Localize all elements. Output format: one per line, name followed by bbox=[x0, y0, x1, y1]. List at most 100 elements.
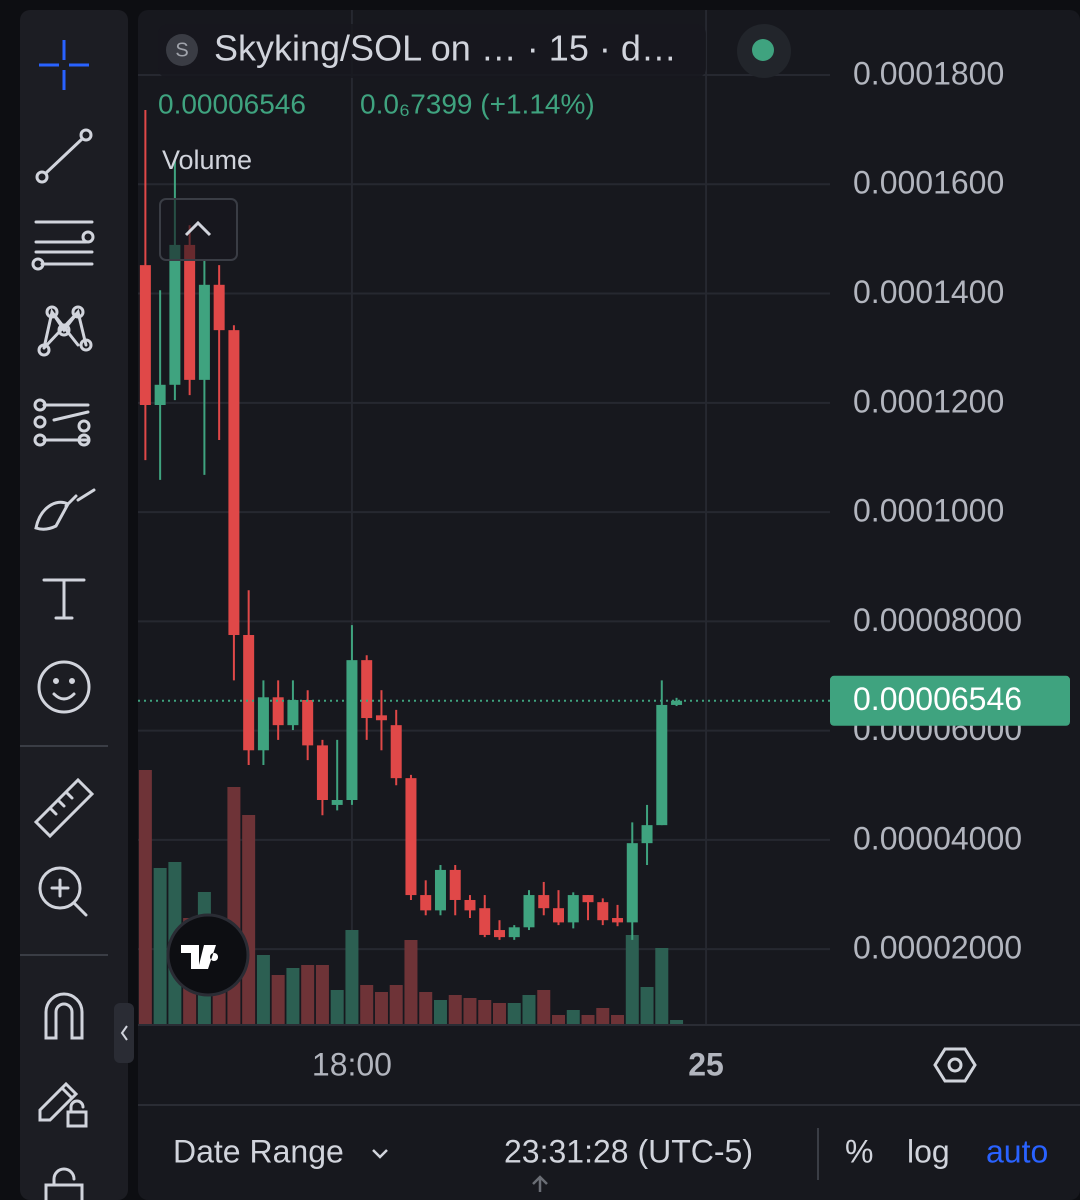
volume-bar bbox=[670, 1020, 684, 1024]
volume-bar bbox=[625, 935, 639, 1024]
dropdown-arrow bbox=[372, 1149, 388, 1159]
crosshair-tool[interactable] bbox=[39, 40, 89, 90]
volume-bar bbox=[419, 992, 433, 1024]
lock-tool[interactable] bbox=[44, 1167, 84, 1200]
volume-bar bbox=[448, 995, 462, 1024]
candle-body bbox=[287, 700, 299, 726]
volume-bar bbox=[256, 955, 270, 1024]
text-tool[interactable] bbox=[42, 578, 86, 620]
settings-button[interactable] bbox=[933, 1047, 977, 1083]
chart-panel bbox=[138, 10, 1080, 1200]
candle-body bbox=[538, 895, 550, 909]
candle-body bbox=[272, 697, 284, 726]
collapse-arrow bbox=[184, 220, 212, 237]
y-tick-label: 0.0001600 bbox=[853, 165, 1004, 201]
candle-body bbox=[375, 715, 387, 721]
candle-body bbox=[198, 284, 210, 380]
auto-toggle[interactable]: auto bbox=[986, 1133, 1048, 1169]
volume-bar bbox=[242, 815, 256, 1024]
volume-bar bbox=[581, 1015, 595, 1024]
candle-body bbox=[213, 284, 225, 331]
y-tick-label: 0.0001800 bbox=[853, 55, 1004, 91]
logo-mark bbox=[181, 945, 219, 969]
candle-body bbox=[139, 265, 151, 406]
volume-bar bbox=[138, 770, 152, 1024]
volume-bar bbox=[301, 965, 315, 1024]
volume-bar bbox=[655, 948, 669, 1024]
volume-bar bbox=[566, 1010, 580, 1024]
pattern-tool[interactable] bbox=[37, 305, 93, 357]
volume-bar bbox=[286, 968, 300, 1024]
ruler-tool[interactable] bbox=[33, 777, 95, 839]
volume-bar bbox=[345, 930, 359, 1024]
status-dot bbox=[752, 39, 774, 61]
y-tick-label: 0.0001400 bbox=[853, 274, 1004, 310]
candle-body bbox=[626, 843, 638, 923]
percent-toggle[interactable]: % bbox=[845, 1133, 873, 1169]
volume-bar bbox=[640, 987, 654, 1024]
volume-bar bbox=[153, 868, 167, 1024]
candle-body bbox=[449, 869, 461, 900]
candle-body bbox=[464, 899, 476, 911]
toolbar-panel bbox=[20, 10, 128, 1200]
candle-body bbox=[405, 778, 417, 896]
collapse-indicators[interactable] bbox=[159, 198, 238, 261]
candle-body bbox=[257, 697, 269, 751]
symbol-badge bbox=[166, 34, 198, 66]
candle-body bbox=[302, 700, 314, 746]
y-tick-label: 0.0001000 bbox=[853, 493, 1004, 529]
candle-body bbox=[169, 244, 181, 385]
header-bg bbox=[158, 24, 706, 78]
volume-bar bbox=[507, 1003, 521, 1024]
candle-body bbox=[184, 244, 196, 380]
volume-bar bbox=[478, 1000, 492, 1024]
y-tick-label: 0.0001200 bbox=[853, 383, 1004, 419]
volume-bar bbox=[389, 985, 403, 1024]
lock-drawing-tool[interactable] bbox=[38, 1081, 88, 1128]
candle-body bbox=[154, 384, 166, 406]
candle-body bbox=[346, 660, 358, 801]
change-text: 0.0₆7399 (+1.14%) bbox=[360, 88, 595, 119]
collapse-toolbar[interactable] bbox=[114, 1003, 134, 1063]
y-tick-label: 0.00008000 bbox=[853, 602, 1022, 638]
clock[interactable]: 23:31:28 (UTC-5) bbox=[504, 1133, 753, 1169]
candle-body bbox=[479, 908, 491, 935]
volume-bar bbox=[433, 1000, 447, 1024]
volume-bar bbox=[404, 940, 418, 1024]
collapse-arrow bbox=[120, 1025, 128, 1041]
candle-body bbox=[331, 800, 343, 805]
trendline-tool[interactable] bbox=[35, 128, 93, 184]
candle-body bbox=[493, 930, 505, 938]
candle-body bbox=[228, 330, 240, 636]
date-range-button[interactable]: Date Range bbox=[173, 1133, 344, 1169]
magnet-tool[interactable] bbox=[44, 992, 84, 1040]
volume-bar bbox=[374, 992, 388, 1024]
symbol-badge-text: S bbox=[175, 39, 188, 61]
last-price-text: 0.00006546 bbox=[158, 88, 306, 119]
volume-bar bbox=[492, 1003, 506, 1024]
x-tick-label: 18:00 bbox=[312, 1046, 392, 1082]
symbol-title[interactable]: Skyking/SOL on … · 15 · d… bbox=[214, 28, 677, 69]
last-price-label: 0.00006546 bbox=[853, 681, 1022, 717]
candle-body bbox=[612, 918, 624, 923]
volume-bar bbox=[611, 1015, 625, 1024]
log-toggle[interactable]: log bbox=[907, 1133, 950, 1169]
volume-bar bbox=[360, 985, 374, 1024]
candle-body bbox=[361, 660, 373, 719]
volume-bar bbox=[522, 995, 536, 1024]
forecast-tool[interactable] bbox=[33, 398, 91, 447]
zoom-tool[interactable] bbox=[38, 866, 88, 917]
volume-bar bbox=[463, 998, 477, 1024]
emoji-tool[interactable] bbox=[37, 660, 91, 714]
candle-body bbox=[316, 745, 328, 801]
last-price-tag bbox=[830, 675, 1070, 726]
indicator-name: Volume bbox=[162, 145, 252, 175]
candle-body bbox=[508, 927, 520, 938]
volume-bar bbox=[537, 990, 551, 1024]
candle-body bbox=[390, 725, 402, 779]
volume-bar bbox=[552, 1015, 566, 1024]
brush-tool[interactable] bbox=[34, 488, 96, 531]
fib-tool[interactable] bbox=[31, 220, 95, 271]
volume-bar bbox=[315, 965, 329, 1024]
